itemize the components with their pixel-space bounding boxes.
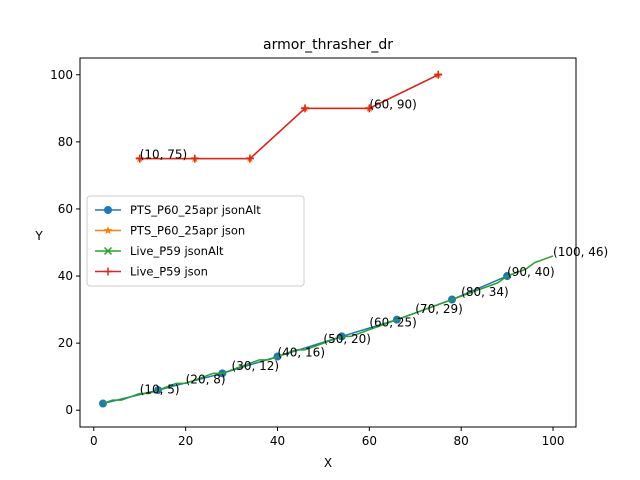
- x-axis-label: X: [324, 456, 332, 470]
- data-point: [365, 104, 374, 113]
- legend-item: PTS_P60_25apr json: [95, 224, 245, 238]
- series-2: [102, 255, 554, 405]
- data-label: (60, 90): [369, 97, 417, 111]
- x-tick-label: 40: [270, 434, 285, 448]
- y-tick-label: 80: [58, 135, 73, 149]
- data-label: (10, 5): [140, 382, 180, 396]
- legend-item: Live_P59 json: [95, 265, 208, 279]
- plot-frame: [79, 57, 577, 428]
- legend-label: Live_P59 json: [130, 265, 208, 279]
- x-tick-label: 60: [362, 434, 377, 448]
- y-tick-label: 20: [58, 336, 73, 350]
- y-axis-label: Y: [34, 229, 43, 243]
- data-label: (100, 46): [553, 245, 608, 259]
- legend-label: Live_P59 jsonAlt: [130, 244, 224, 258]
- legend-item: PTS_P60_25apr jsonAlt: [95, 203, 261, 217]
- legend-box: [86, 195, 305, 287]
- data-label: (90, 40): [507, 265, 555, 279]
- data-label: (70, 29): [415, 302, 463, 316]
- data-point: [245, 154, 254, 163]
- series-line: [139, 74, 439, 160]
- data-point: [135, 154, 144, 163]
- legend-item: Live_P59 jsonAlt: [95, 244, 224, 258]
- legend-marker: [104, 267, 112, 276]
- legend-label: PTS_P60_25apr json: [130, 224, 245, 238]
- x-tick-label: 0: [90, 434, 98, 448]
- data-label: (10, 75): [140, 148, 188, 162]
- legend-marker: [103, 226, 113, 235]
- data-label: (50, 20): [323, 332, 371, 346]
- x-tick-label: 20: [178, 434, 193, 448]
- chart-title: armor_thrasher_dr: [263, 37, 393, 53]
- data-label: (80, 34): [461, 285, 509, 299]
- legend-marker: [104, 206, 112, 214]
- x-tick-label: 80: [454, 434, 469, 448]
- x-tick-label: 100: [542, 434, 565, 448]
- y-tick-label: 60: [58, 202, 73, 216]
- data-label: (30, 12): [232, 359, 280, 373]
- data-point: [434, 70, 443, 79]
- series-line: [139, 74, 439, 160]
- plot-area: (10, 5) (20, 8) (30, 12)(40, 16)(50, 20) (6…: [98, 70, 608, 408]
- y-tick-label: 0: [65, 403, 73, 417]
- y-tick-label: 100: [50, 68, 73, 82]
- y-tick-label: 40: [58, 269, 73, 283]
- legend: PTS_P60_25apr jsonAlt PTS_P60_25apr json L…: [86, 195, 305, 287]
- legend-label: PTS_P60_25apr jsonAlt: [130, 203, 261, 217]
- data-label: (20, 8): [186, 372, 226, 386]
- series-3: [135, 70, 443, 163]
- data-label: (40, 16): [277, 346, 325, 360]
- legend-marker: [103, 246, 113, 256]
- data-point: [190, 154, 199, 163]
- data-label: (60, 25): [369, 315, 417, 329]
- data-point: [301, 104, 310, 113]
- series-line: [102, 255, 554, 405]
